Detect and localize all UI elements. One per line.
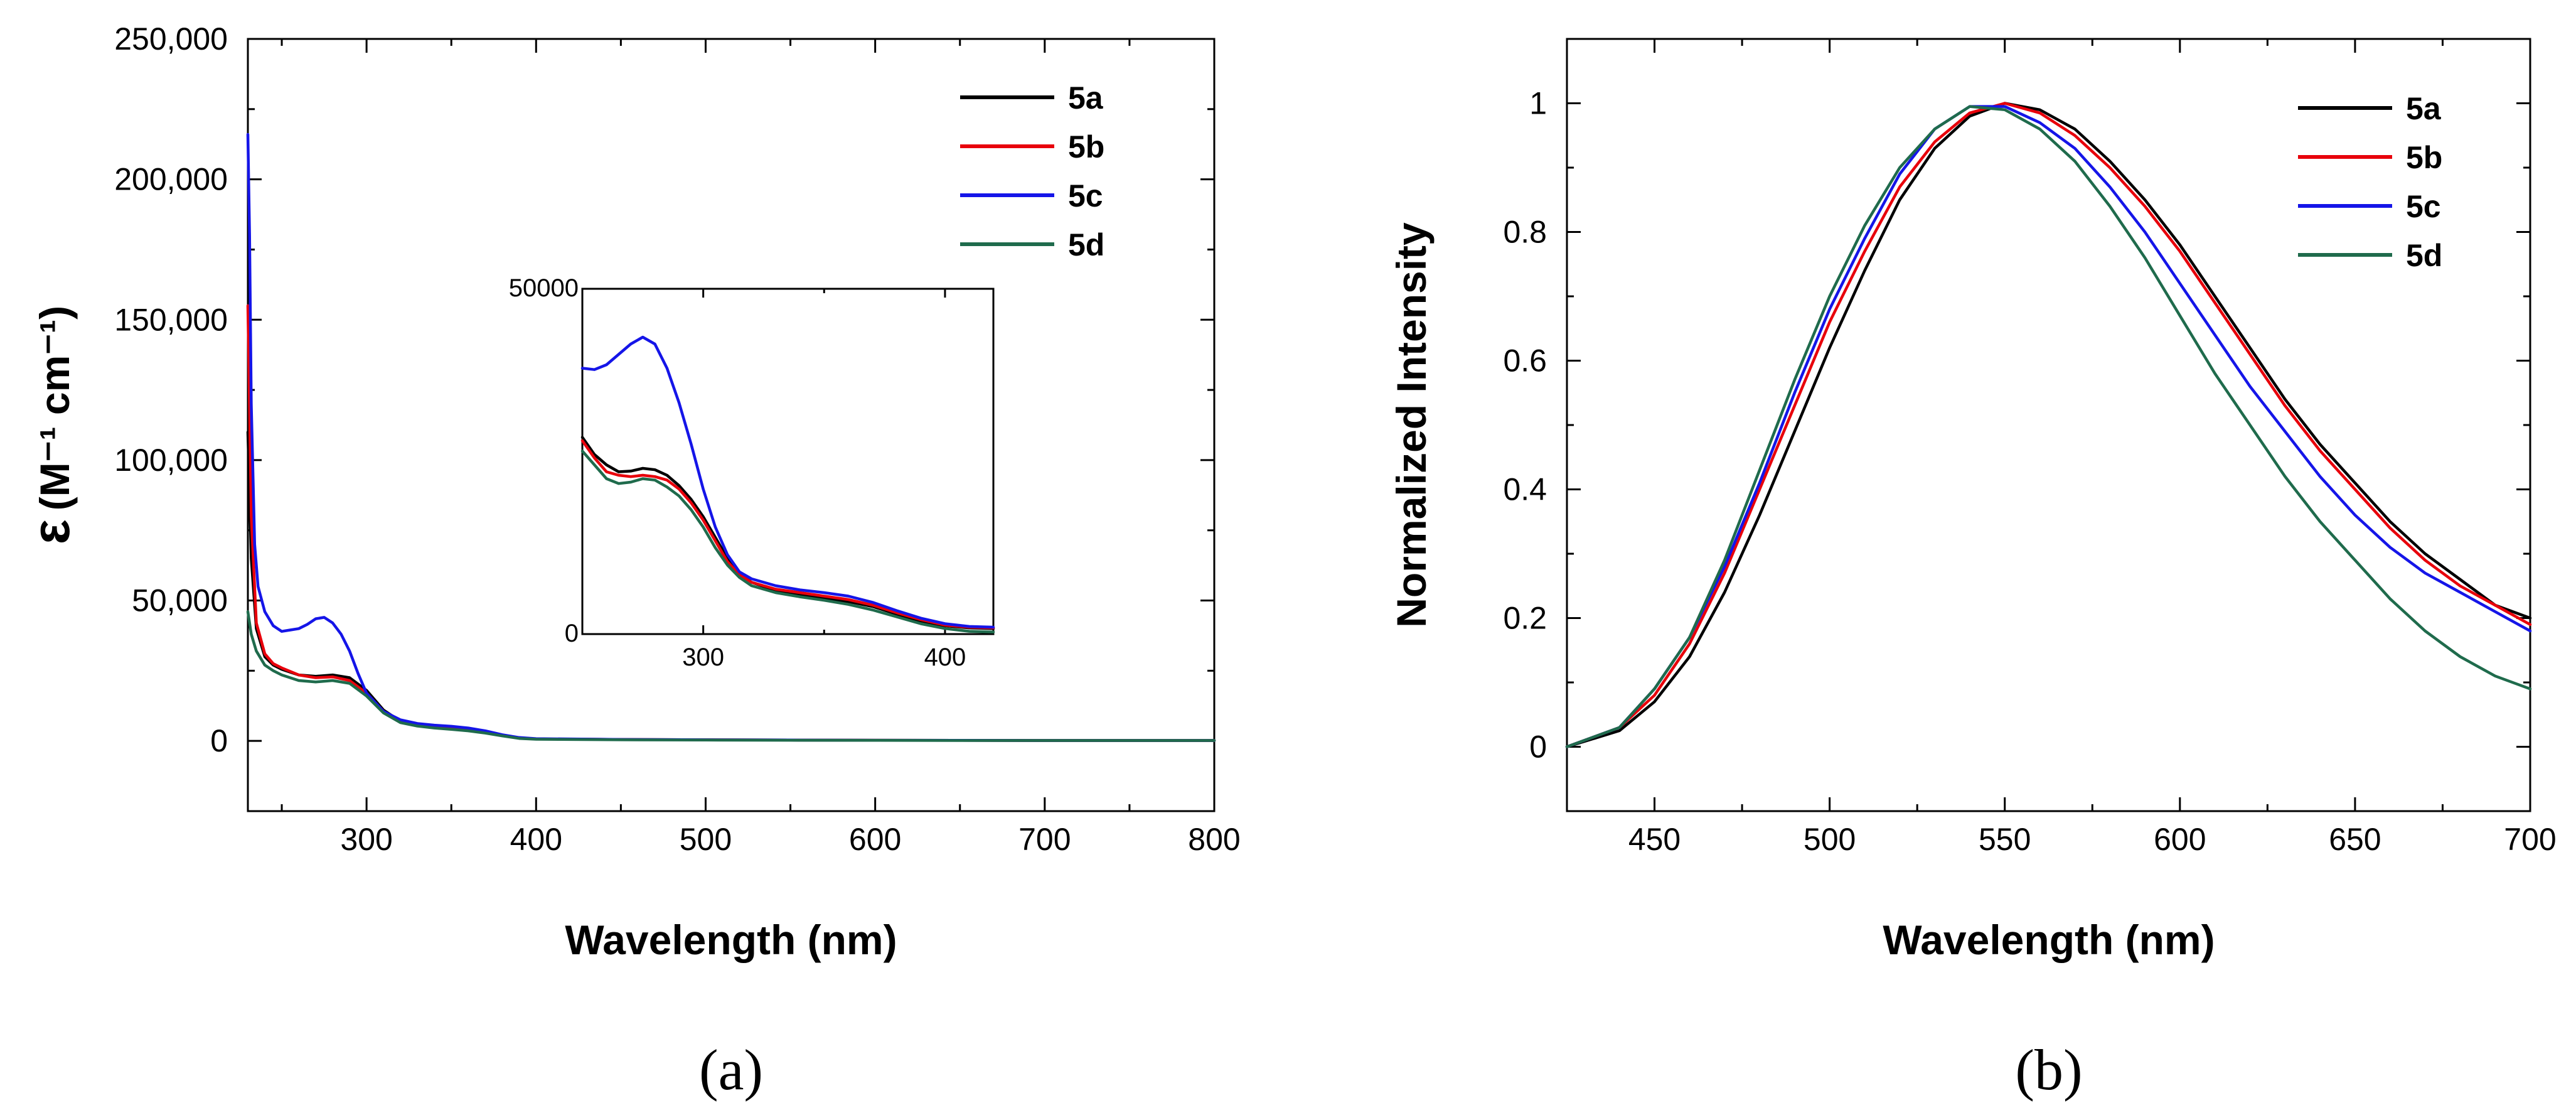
plot-b-series-5c <box>1565 105 2532 748</box>
plot-a-ylabel-symbol: ε <box>21 519 80 544</box>
plot-b-ytick-label: 0.6 <box>1503 343 1547 379</box>
inset-series-5b <box>580 439 995 630</box>
plot-b-legend-label-5c: 5c <box>2406 189 2441 224</box>
plot-b-xtick-label: 550 <box>1979 822 2031 857</box>
plot-b-series <box>1565 102 2532 748</box>
panel-b-label: (b) <box>2015 1038 2082 1102</box>
plot-a-xtick-label: 300 <box>340 822 392 857</box>
plot-a-legend: 5a 5b 5c 5d <box>960 80 1104 262</box>
plot-b-ytick-label: 0.2 <box>1503 601 1547 636</box>
inset-xtick-label: 400 <box>924 643 966 671</box>
plot-a-frame <box>247 38 1216 812</box>
plot-b-ytick-label: 0 <box>1529 730 1547 765</box>
plot-b-legend: 5a 5b 5c 5d <box>2298 91 2442 273</box>
plot-b-ytick-label: 0.4 <box>1503 472 1547 507</box>
plot-b-xtick-label: 600 <box>2154 822 2206 857</box>
plot-a-legend-label-5b: 5b <box>1068 129 1104 164</box>
inset-series-5c <box>580 335 995 629</box>
plot-b-ytick-label: 1 <box>1529 86 1547 121</box>
inset-ytick-label: 50000 <box>509 274 579 302</box>
plot-a-xtick-label: 800 <box>1188 822 1240 857</box>
plot-a-ytick-label: 50,000 <box>132 583 228 618</box>
plot-b-ytick-label: 0.8 <box>1503 215 1547 250</box>
plot-a-legend-label-5d: 5d <box>1068 227 1104 262</box>
plot-a-series <box>246 132 1216 742</box>
plot-a-xlabel: Wavelength (nm) <box>565 917 897 963</box>
inset-ytick-label: 0 <box>565 620 579 647</box>
inset-background <box>582 289 993 634</box>
plot-a-axes: 300 400 500 600 700 800 0 50,000 100,000 150,000 2… <box>114 21 1240 857</box>
plot-a-ytick-label: 100,000 <box>114 443 228 478</box>
plot-a-inset: 300 400 0 50000 <box>509 274 995 671</box>
inset-xtick-label: 300 <box>682 643 724 671</box>
plot-b-xtick-label: 650 <box>2329 822 2381 857</box>
plot-a-xtick-label: 500 <box>680 822 732 857</box>
plot-a-xtick-label: 700 <box>1018 822 1071 857</box>
plot-b-legend-label-5b: 5b <box>2406 140 2442 175</box>
plot-a-ytick-label: 150,000 <box>114 302 228 337</box>
plot-a-ytick-label: 0 <box>210 723 228 758</box>
plot-b-ylabel: Normalized Intensity <box>1388 222 1435 628</box>
plot-a-ylabel: ε (M⁻¹ cm⁻¹) <box>21 306 80 544</box>
panel-a-label: (a) <box>699 1038 763 1102</box>
inset-series-5d <box>580 450 995 633</box>
plot-b-xtick-label: 450 <box>1628 822 1681 857</box>
plot-b-frame <box>1566 38 2531 812</box>
plot-b-xtick-label: 700 <box>2504 822 2556 857</box>
plot-a-legend-label-5a: 5a <box>1068 80 1104 116</box>
panel-b: 450 500 550 600 650 700 0 0.2 0.4 0.6 0.8 1 Wavelen… <box>1388 38 2557 1102</box>
plot-b-xlabel: Wavelength (nm) <box>1883 917 2215 963</box>
plot-b-series-5a <box>1565 102 2532 748</box>
plot-b-axes: 450 500 550 600 650 700 0 0.2 0.4 0.6 0.8 1 <box>1503 38 2557 857</box>
plot-a-ylabel-unit: (M⁻¹ cm⁻¹) <box>31 306 78 510</box>
plot-a-ytick-label: 200,000 <box>114 162 228 197</box>
plot-a-xtick-label: 600 <box>849 822 901 857</box>
inset-series <box>580 335 995 633</box>
plot-a-ytick-label: 250,000 <box>114 21 228 57</box>
plot-a-legend-label-5c: 5c <box>1068 178 1103 213</box>
plot-b-xtick-label: 500 <box>1804 822 1856 857</box>
inset-axes: 300 400 0 50000 <box>509 274 993 671</box>
inset-frame <box>581 288 995 635</box>
plot-a-xtick-label: 400 <box>510 822 562 857</box>
plot-b-legend-label-5a: 5a <box>2406 91 2442 126</box>
panel-a: 300 400 500 600 700 800 0 50,000 100,000 150,000 2… <box>21 21 1241 1102</box>
plot-b-series-5b <box>1565 102 2532 748</box>
plot-a-series-5d <box>246 610 1216 742</box>
plot-b-series-5d <box>1565 105 2532 748</box>
plot-b-legend-label-5d: 5d <box>2406 238 2442 273</box>
